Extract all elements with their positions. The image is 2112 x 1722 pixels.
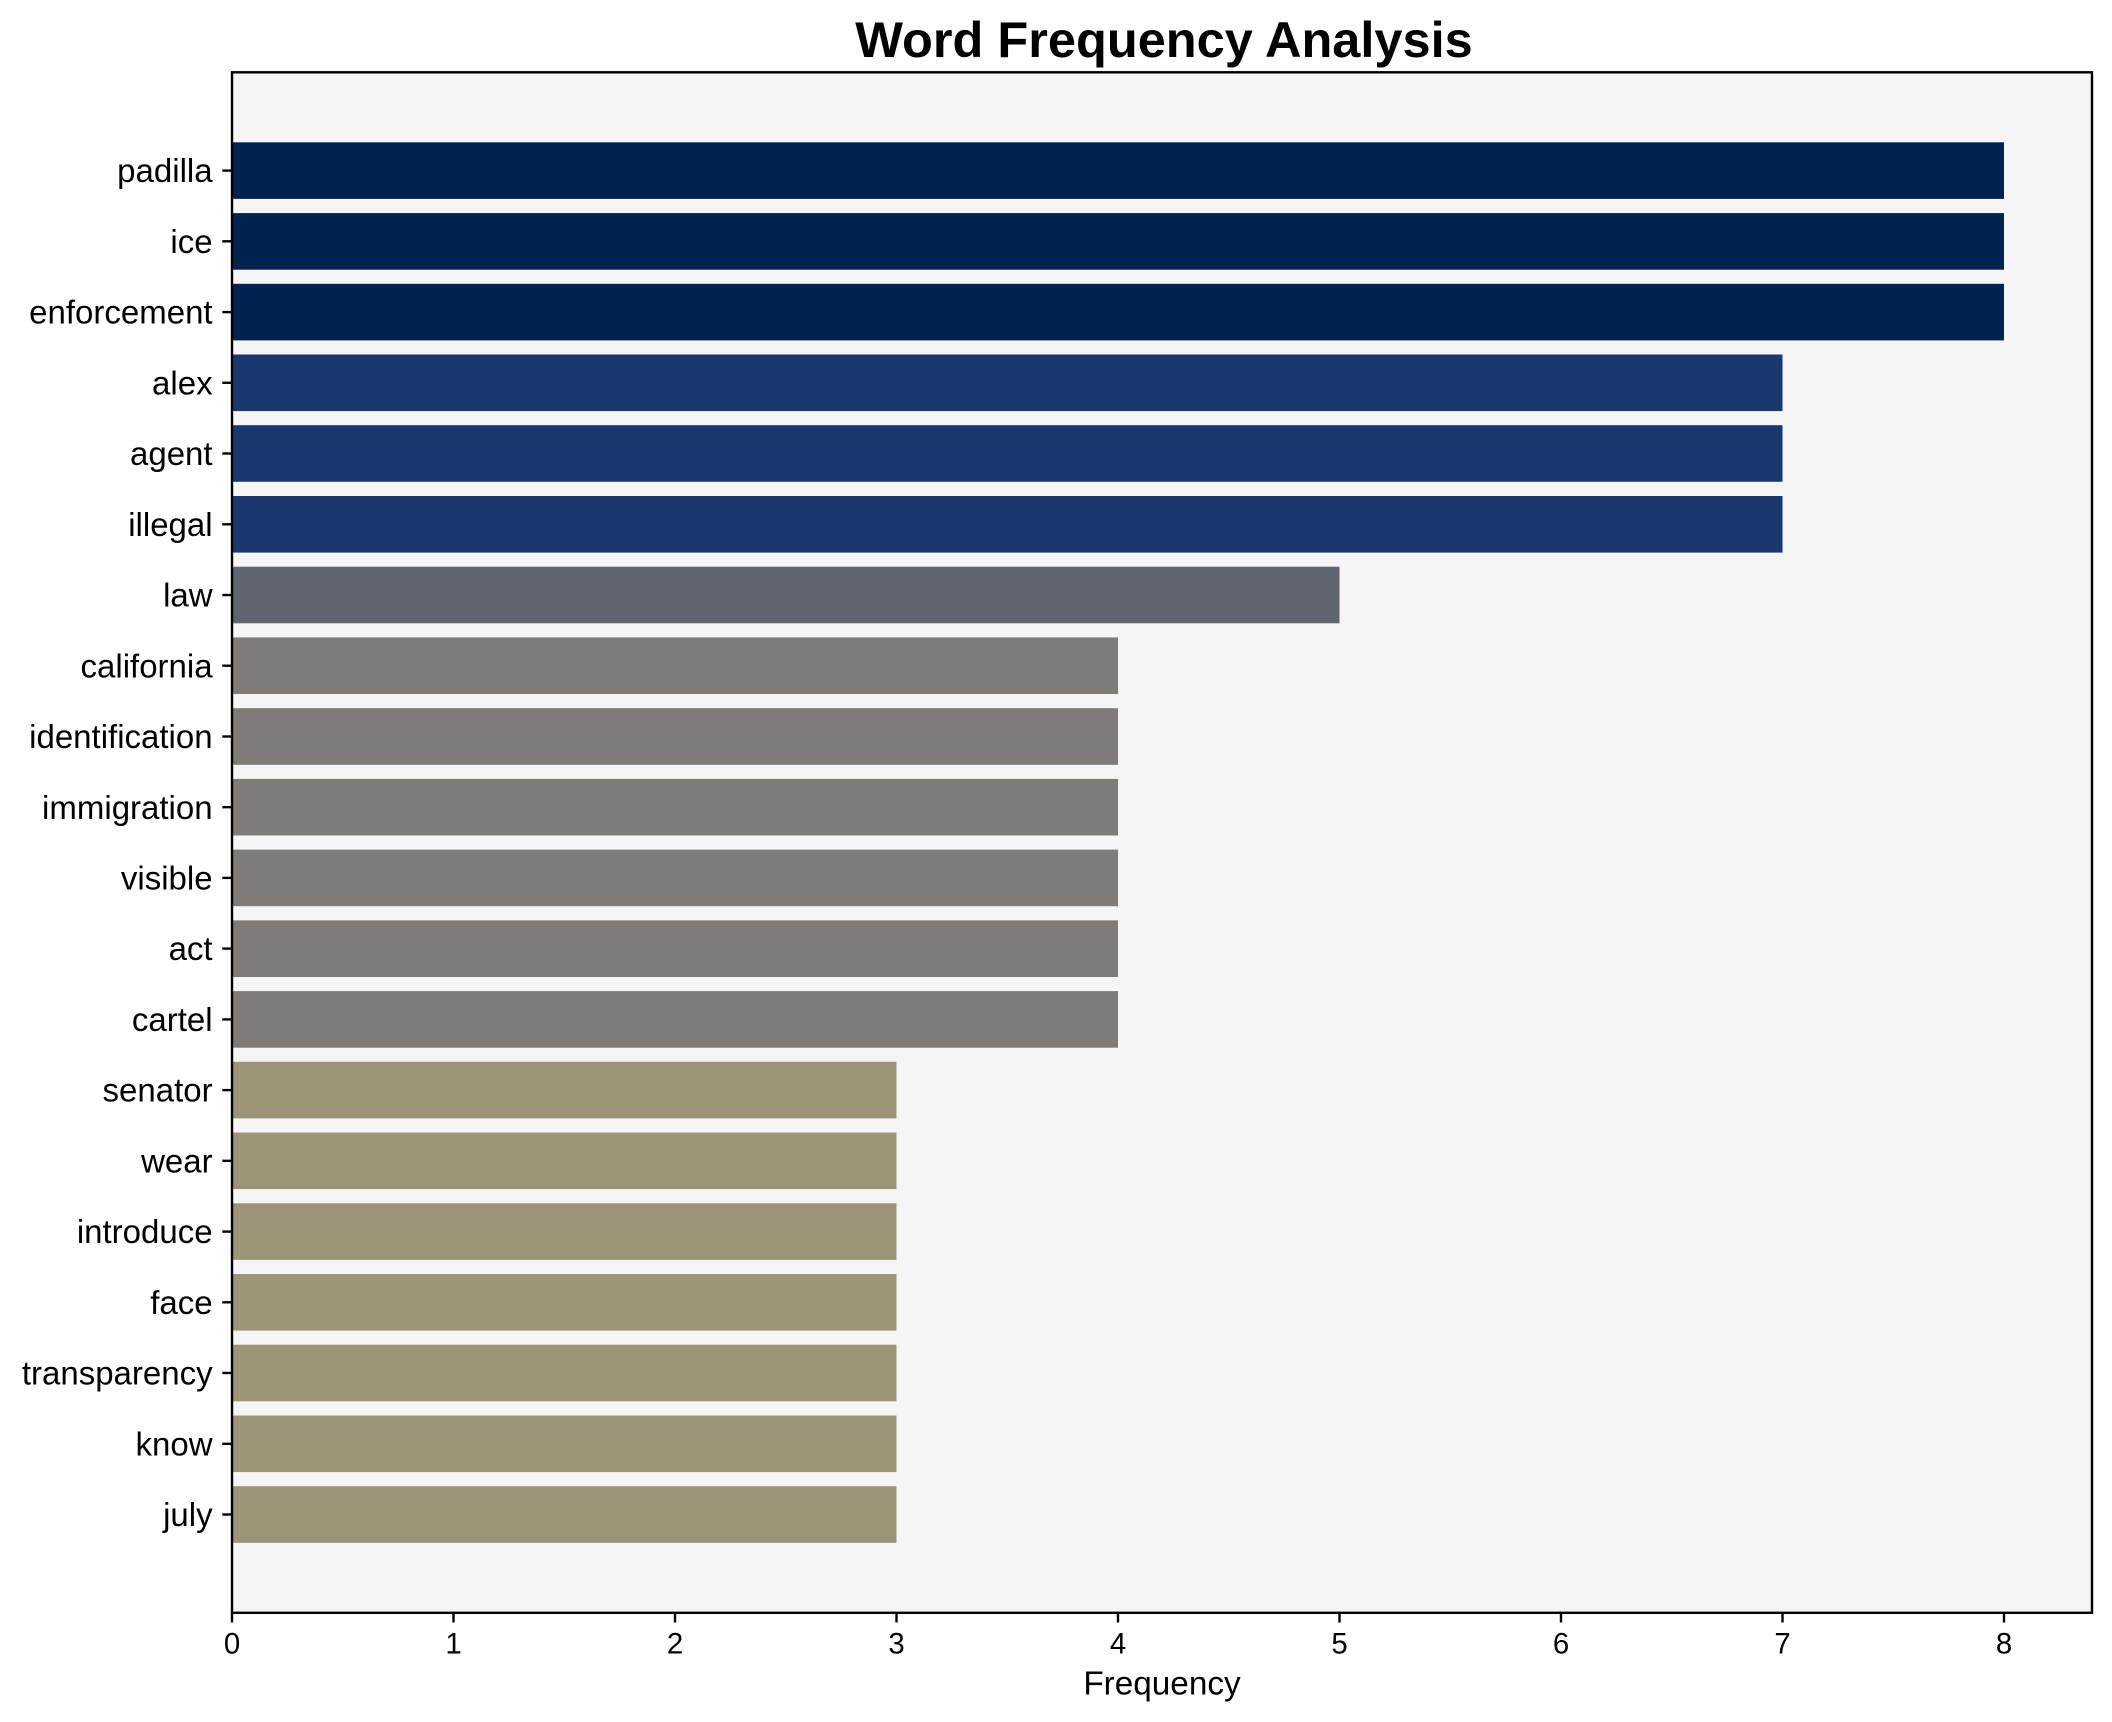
svg-text:enforcement: enforcement	[29, 294, 212, 331]
svg-text:5: 5	[1331, 1628, 1347, 1661]
svg-text:6: 6	[1553, 1628, 1569, 1661]
svg-text:alex: alex	[152, 364, 213, 401]
svg-text:california: california	[81, 647, 214, 684]
svg-text:transparency: transparency	[22, 1355, 213, 1392]
svg-text:senator: senator	[103, 1072, 213, 1109]
svg-text:4: 4	[1110, 1628, 1126, 1661]
svg-text:law: law	[163, 577, 213, 614]
svg-text:identification: identification	[29, 718, 212, 755]
svg-text:face: face	[150, 1284, 212, 1321]
svg-text:7: 7	[1774, 1628, 1790, 1661]
svg-text:3: 3	[888, 1628, 904, 1661]
svg-text:ice: ice	[170, 223, 212, 260]
svg-text:cartel: cartel	[132, 1001, 213, 1038]
svg-text:illegal: illegal	[128, 506, 212, 543]
svg-text:know: know	[136, 1425, 213, 1462]
svg-text:1: 1	[445, 1628, 461, 1661]
svg-text:Frequency: Frequency	[1083, 1666, 1241, 1703]
svg-text:0: 0	[224, 1628, 240, 1661]
svg-text:Word Frequency Analysis: Word Frequency Analysis	[855, 11, 1472, 68]
svg-text:agent: agent	[130, 435, 213, 472]
svg-text:8: 8	[1996, 1628, 2012, 1661]
svg-text:july: july	[162, 1496, 213, 1533]
svg-text:immigration: immigration	[42, 789, 213, 826]
svg-text:visible: visible	[121, 860, 213, 897]
svg-text:padilla: padilla	[117, 152, 213, 189]
svg-text:act: act	[169, 930, 213, 967]
svg-text:introduce: introduce	[77, 1213, 213, 1250]
svg-text:wear: wear	[140, 1142, 213, 1179]
svg-text:2: 2	[667, 1628, 683, 1661]
